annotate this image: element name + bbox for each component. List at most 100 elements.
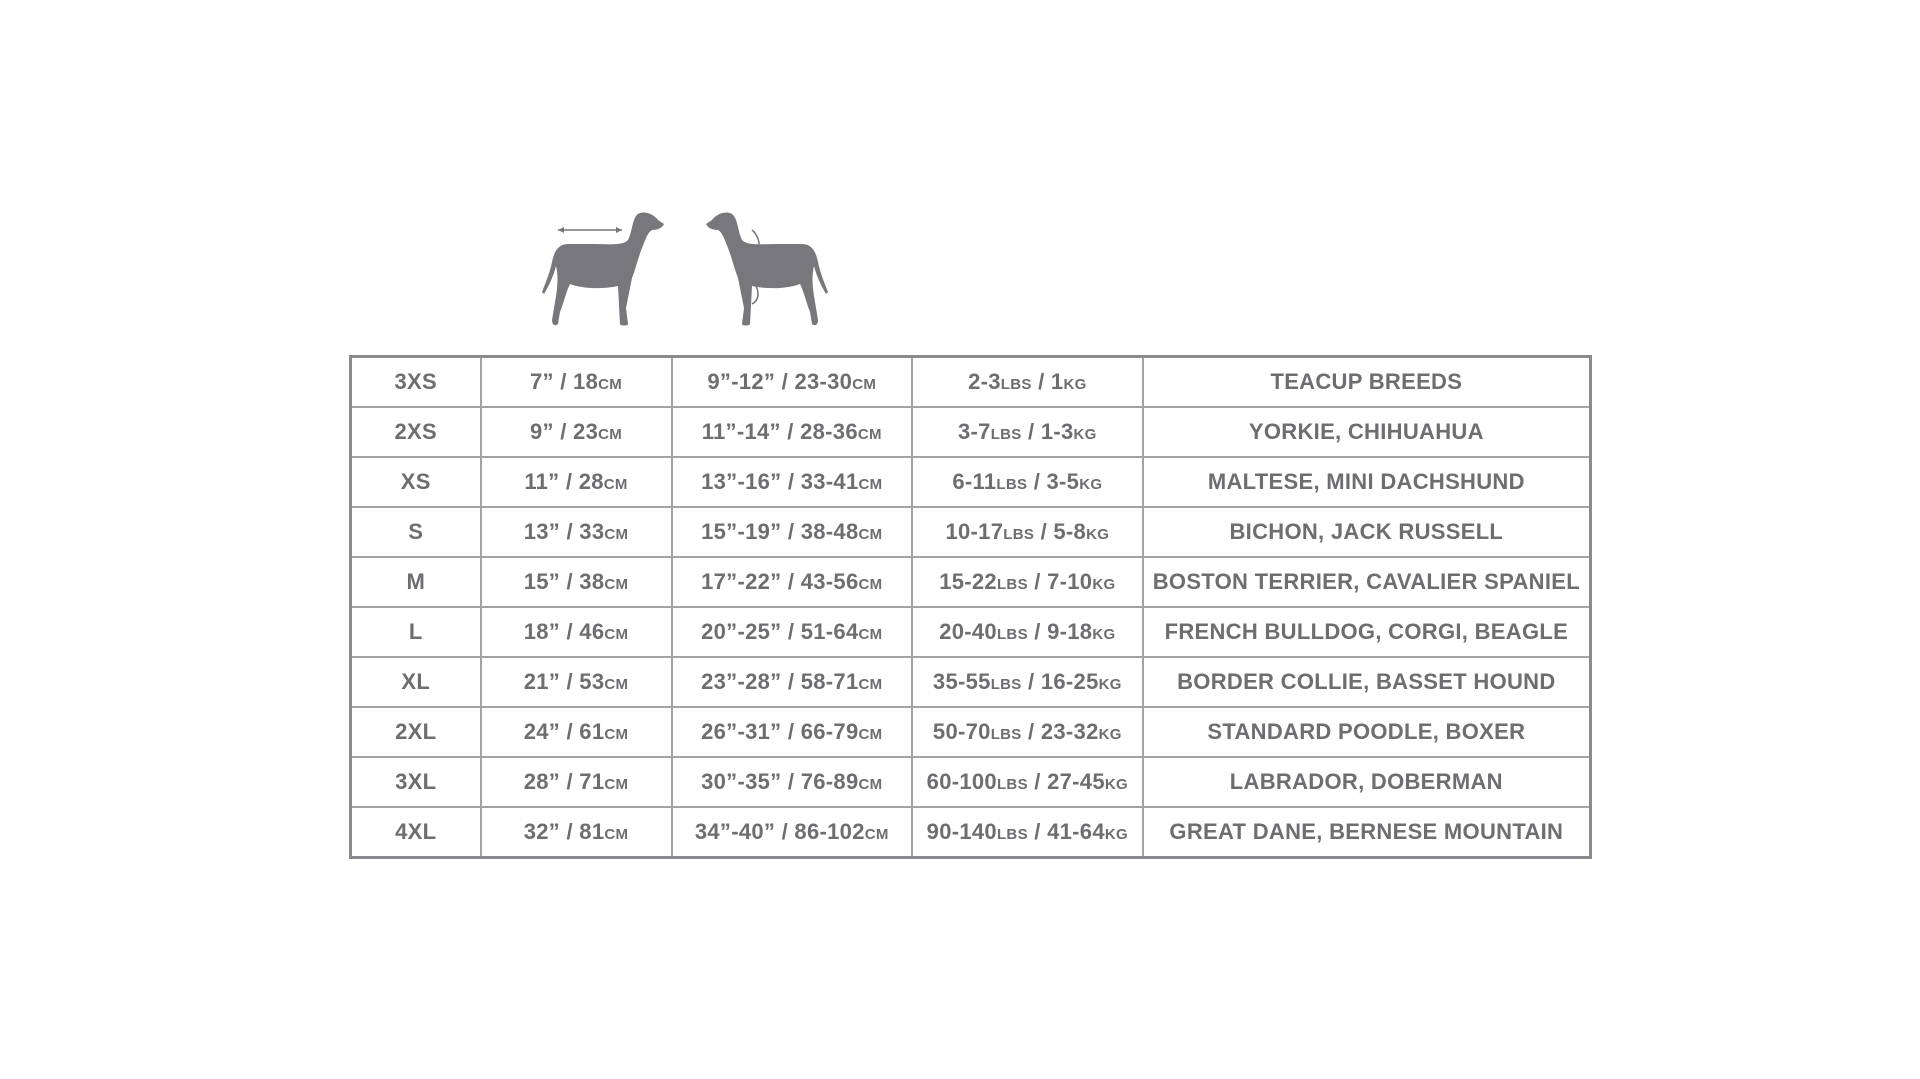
breeds-cell: LABRADOR, DOBERMAN xyxy=(1141,756,1592,808)
weight-kg: / 1-3 xyxy=(1021,419,1074,444)
unit: CM xyxy=(858,776,883,793)
weight-lbs: 15-22 xyxy=(939,569,997,594)
weight-cell: 3-7LBS / 1-3KG xyxy=(911,406,1144,458)
unit: CM xyxy=(858,676,883,693)
unit: CM xyxy=(604,626,629,643)
girth-value: 15”-19” / 38-48 xyxy=(701,519,859,544)
back-length-value: 32” / 81 xyxy=(523,819,605,844)
weight-kg: / 7-10 xyxy=(1027,569,1093,594)
girth-value: 26”-31” / 66-79 xyxy=(701,719,859,744)
weight-cell: 6-11LBS / 3-5KG xyxy=(911,456,1144,508)
girth-cell: 17”-22” / 43-56CM xyxy=(670,556,914,608)
table-row: XL 21” / 53CM 23”-28” / 58-71CM 35-55LBS / … xyxy=(349,656,1592,708)
weight-cell: 15-22LBS / 7-10KG xyxy=(911,556,1144,608)
back-length-cell: 28” / 71CM xyxy=(479,756,673,808)
size-cell: 3XS xyxy=(349,355,482,408)
back-length-value: 13” / 33 xyxy=(523,519,605,544)
unit: CM xyxy=(858,626,883,643)
breeds-cell: BOSTON TERRIER, CAVALIER SPANIEL xyxy=(1141,556,1592,608)
back-length-cell: 18” / 46CM xyxy=(479,606,673,658)
back-length-cell: 13” / 33CM xyxy=(479,506,673,558)
girth-cell: 30”-35” / 76-89CM xyxy=(670,756,914,808)
weight-lbs: 60-100 xyxy=(926,769,997,794)
size-chart-table: 3XS 7” / 18CM 9”-12” / 23-30CM 2-3LBS / 1KG… xyxy=(349,355,1592,859)
weight-lbs: 90-140 xyxy=(926,819,997,844)
weight-kg: / 16-25 xyxy=(1021,669,1099,694)
girth-value: 11”-14” / 28-36 xyxy=(701,419,858,444)
back-length-value: 7” / 18 xyxy=(529,369,599,394)
girth-cell: 15”-19” / 38-48CM xyxy=(670,506,914,558)
girth-cell: 20”-25” / 51-64CM xyxy=(670,606,914,658)
breeds-cell: MALTESE, MINI DACHSHUND xyxy=(1141,456,1592,508)
table-row: 2XL 24” / 61CM 26”-31” / 66-79CM 50-70LBS /… xyxy=(349,706,1592,758)
weight-cell: 10-17LBS / 5-8KG xyxy=(911,506,1144,558)
breeds-cell: FRENCH BULLDOG, CORGI, BEAGLE xyxy=(1141,606,1592,658)
weight-cell: 20-40LBS / 9-18KG xyxy=(911,606,1144,658)
unit: CM xyxy=(604,726,629,743)
back-length-value: 15” / 38 xyxy=(523,569,605,594)
girth-cell: 26”-31” / 66-79CM xyxy=(670,706,914,758)
size-cell: 4XL xyxy=(349,806,482,859)
unit: LBS xyxy=(996,626,1028,643)
girth-cell: 13”-16” / 33-41CM xyxy=(670,456,914,508)
unit: CM xyxy=(858,476,883,493)
breeds-cell: YORKIE, CHIHUAHUA xyxy=(1141,406,1592,458)
unit: LBS xyxy=(990,726,1022,743)
back-length-value: 11” / 28 xyxy=(524,469,604,494)
unit: LBS xyxy=(1003,526,1035,543)
weight-cell: 50-70LBS / 23-32KG xyxy=(911,706,1144,758)
unit: KG xyxy=(1104,776,1128,793)
weight-cell: 2-3LBS / 1KG xyxy=(911,355,1144,408)
table-row: 3XL 28” / 71CM 30”-35” / 76-89CM 60-100LBS … xyxy=(349,756,1592,808)
back-length-cell: 7” / 18CM xyxy=(479,355,673,408)
unit: LBS xyxy=(1000,376,1032,393)
unit: CM xyxy=(858,526,883,543)
breeds-cell: TEACUP BREEDS xyxy=(1141,355,1592,408)
unit: LBS xyxy=(996,476,1028,493)
unit: LBS xyxy=(990,426,1022,443)
weight-lbs: 6-11 xyxy=(952,469,997,494)
breeds-cell: GREAT DANE, BERNESE MOUNTAIN xyxy=(1141,806,1592,859)
weight-kg: / 41-64 xyxy=(1027,819,1105,844)
table-row: M 15” / 38CM 17”-22” / 43-56CM 15-22LBS / 7… xyxy=(349,556,1592,608)
unit: CM xyxy=(858,576,883,593)
back-length-cell: 32” / 81CM xyxy=(479,806,673,859)
weight-lbs: 2-3 xyxy=(968,369,1001,394)
back-length-cell: 24” / 61CM xyxy=(479,706,673,758)
size-cell: 3XL xyxy=(349,756,482,808)
girth-value: 13”-16” / 33-41 xyxy=(701,469,859,494)
weight-cell: 60-100LBS / 27-45KG xyxy=(911,756,1144,808)
girth-cell: 9”-12” / 23-30CM xyxy=(670,355,914,408)
unit: KG xyxy=(1092,626,1116,643)
weight-lbs: 3-7 xyxy=(958,419,991,444)
breeds-cell: BICHON, JACK RUSSELL xyxy=(1141,506,1592,558)
unit: KG xyxy=(1073,426,1097,443)
girth-value: 23”-28” / 58-71 xyxy=(701,669,859,694)
weight-kg: / 27-45 xyxy=(1027,769,1105,794)
back-length-cell: 9” / 23CM xyxy=(479,406,673,458)
weight-lbs: 35-55 xyxy=(932,669,991,694)
breeds-cell: STANDARD POODLE, BOXER xyxy=(1141,706,1592,758)
unit: KG xyxy=(1063,376,1087,393)
weight-kg: / 1 xyxy=(1031,369,1064,394)
girth-value: 34”-40” / 86-102 xyxy=(694,819,865,844)
unit: CM xyxy=(857,426,882,443)
back-length-value: 18” / 46 xyxy=(523,619,605,644)
back-length-value: 28” / 71 xyxy=(523,769,605,794)
table-row: L 18” / 46CM 20”-25” / 51-64CM 20-40LBS / 9… xyxy=(349,606,1592,658)
table-row: 3XS 7” / 18CM 9”-12” / 23-30CM 2-3LBS / 1KG… xyxy=(349,355,1592,408)
weight-cell: 35-55LBS / 16-25KG xyxy=(911,656,1144,708)
weight-cell: 90-140LBS / 41-64KG xyxy=(911,806,1144,859)
size-cell: M xyxy=(349,556,482,608)
girth-value: 30”-35” / 76-89 xyxy=(701,769,859,794)
dog-back-length-icon xyxy=(542,212,664,326)
unit: KG xyxy=(1098,676,1122,693)
unit: LBS xyxy=(996,576,1028,593)
unit: CM xyxy=(603,476,628,493)
girth-cell: 23”-28” / 58-71CM xyxy=(670,656,914,708)
unit: CM xyxy=(598,376,623,393)
unit: KG xyxy=(1079,476,1103,493)
table-row: XS 11” / 28CM 13”-16” / 33-41CM 6-11LBS / 3… xyxy=(349,456,1592,508)
size-cell: XL xyxy=(349,656,482,708)
unit: LBS xyxy=(996,826,1028,843)
